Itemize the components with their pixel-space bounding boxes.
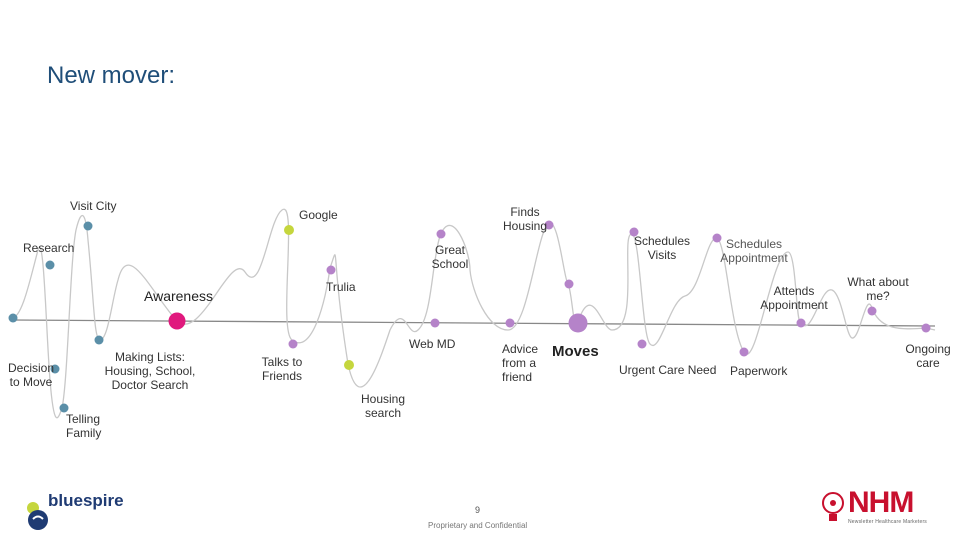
node-start-dot (8, 313, 18, 323)
label-finds-line1: Finds (510, 205, 540, 219)
node-web-md-dot (430, 318, 440, 328)
label-telling-family: Telling Family (66, 412, 101, 440)
label-attends-line1: Attends (773, 284, 815, 298)
label-attends-appointment: Attends Appointment (756, 284, 832, 312)
label-awareness: Awareness (144, 288, 214, 304)
label-visits-line1: Schedules (633, 234, 691, 248)
label-paperwork: Paperwork (730, 364, 788, 378)
node-urgent-care-dot (637, 339, 647, 349)
label-me-line1: What about (847, 275, 909, 289)
label-talks-to-friends: Talks to Friends (256, 355, 308, 383)
nhm-logo-text: NHM (848, 486, 914, 519)
node-trulia-dot (326, 265, 336, 275)
label-telling-line1: Telling (66, 412, 101, 426)
label-trulia: Trulia (326, 280, 356, 294)
label-talks-line1: Talks to (261, 355, 303, 369)
node-attends-appt-dot (796, 318, 806, 328)
label-appt-line1: Schedules (725, 237, 783, 251)
slide-title: New mover: (47, 62, 176, 89)
node-trulia-right-dot (564, 279, 574, 289)
nhm-logo: NHM Newsletter Healthcare Marketers (820, 486, 944, 530)
label-visit-city: Visit City (70, 199, 117, 213)
label-school-line2: School (431, 257, 469, 271)
label-moves: Moves (552, 343, 599, 360)
label-advice-line2: from a (502, 356, 537, 370)
node-awareness-dot (168, 312, 186, 330)
label-web-md: Web MD (409, 337, 456, 351)
label-decision-line1: Decision (8, 361, 55, 375)
node-decision-dot (50, 364, 60, 374)
node-moves-dot (568, 313, 588, 333)
label-advice-line3: friend (502, 370, 533, 384)
timeline-axis (11, 319, 936, 327)
label-making-lists: Making Lists: Housing, School, Doctor Se… (100, 350, 200, 392)
node-advice-dot (505, 318, 515, 328)
page-number: 9 (475, 505, 481, 515)
label-decision-line2: to Move (9, 375, 53, 389)
node-making-lists-dot (94, 335, 104, 345)
node-ongoing-care-dot (921, 323, 931, 333)
label-housing-line2: search (364, 406, 402, 420)
label-great-school: Great School (426, 243, 474, 271)
node-schedules-appt-dot (712, 233, 722, 243)
label-lists-line2: Housing, School, (104, 364, 196, 378)
node-what-about-me-dot (867, 306, 877, 316)
label-attends-line2: Appointment (760, 298, 828, 312)
label-lists-line3: Doctor Search (111, 378, 189, 392)
bluespire-logo: bluespire (22, 490, 142, 530)
label-housing-line1: Housing (360, 392, 406, 406)
node-talks-friends-path-dot (288, 339, 298, 349)
label-appt-line2: Appointment (720, 251, 788, 265)
label-me-line2: me? (866, 289, 890, 303)
label-talks-line2: Friends (261, 369, 302, 383)
bluespire-logo-icon (27, 502, 48, 530)
label-housing-search: Housing search (356, 392, 410, 420)
bluespire-logo-text: bluespire (48, 491, 124, 510)
node-talks-friends-dot (344, 360, 354, 370)
label-urgent-care-need: Urgent Care Need (619, 363, 717, 377)
node-paperwork-dot (739, 347, 749, 357)
nhm-logo-tagline: Newsletter Healthcare Marketers (848, 519, 928, 525)
lightbulb-icon (822, 492, 844, 521)
node-google-dot (284, 225, 294, 235)
node-telling-family-dot (59, 403, 69, 413)
label-research: Research (23, 241, 75, 255)
label-school-line1: Great (434, 243, 465, 257)
node-schedules-visits-dot (629, 227, 639, 237)
label-advice-line1: Advice (502, 342, 539, 356)
confidentiality-note: Proprietary and Confidential (428, 521, 528, 530)
label-finds-line2: Housing (502, 219, 548, 233)
label-what-about-me: What about me? (842, 275, 914, 303)
label-decision-to-move: Decision to Move (8, 361, 54, 389)
label-finds-housing: Finds Housing (500, 205, 550, 233)
label-ongoing-line2: care (916, 356, 940, 370)
node-great-school-dot (436, 229, 446, 239)
node-finds-housing-dot (544, 220, 554, 230)
label-schedules-visits: Schedules Visits (628, 234, 696, 262)
label-lists-line1: Making Lists: (114, 350, 186, 364)
label-telling-line2: Family (66, 426, 102, 440)
label-ongoing-line1: Ongoing (905, 342, 951, 356)
label-ongoing-care: Ongoing care (902, 342, 954, 370)
node-visit-city-dot (83, 221, 93, 231)
label-schedules-appointment: Schedules Appointment (714, 237, 794, 265)
label-google: Google (299, 208, 338, 222)
label-visits-line2: Visits (647, 248, 677, 262)
node-research-dot (45, 260, 55, 270)
label-advice-from-friend: Advice from a friend (502, 342, 538, 384)
